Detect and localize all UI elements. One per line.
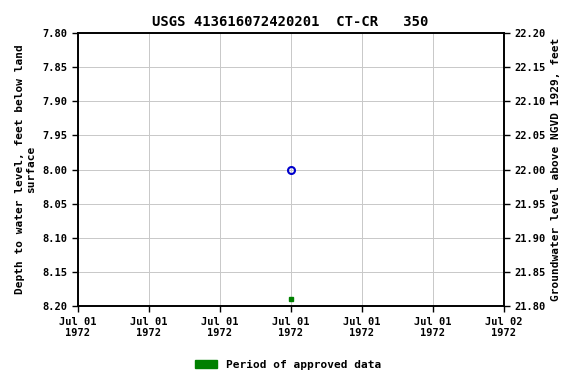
Title: USGS 413616072420201  CT-CR   350: USGS 413616072420201 CT-CR 350 [153, 15, 429, 29]
Legend: Period of approved data: Period of approved data [191, 356, 385, 375]
Y-axis label: Groundwater level above NGVD 1929, feet: Groundwater level above NGVD 1929, feet [551, 38, 561, 301]
Y-axis label: Depth to water level, feet below land
surface: Depth to water level, feet below land su… [15, 45, 37, 295]
